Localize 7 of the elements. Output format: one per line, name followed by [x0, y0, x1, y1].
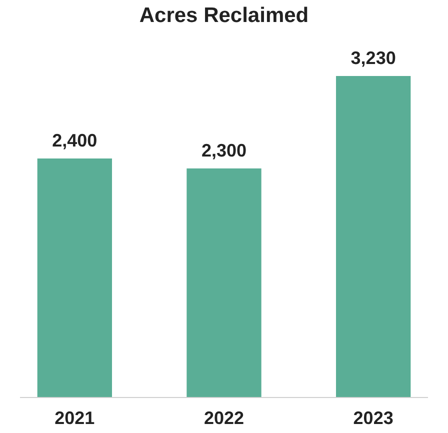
data-label: 2,300	[201, 140, 247, 160]
x-tick-label: 2022	[204, 408, 244, 428]
chart-title: Acres Reclaimed	[139, 4, 309, 27]
data-label: 3,230	[350, 48, 396, 68]
x-tick-label: 2021	[54, 408, 95, 428]
data-label: 2,400	[52, 130, 98, 150]
x-tick-label: 2023	[353, 408, 394, 428]
